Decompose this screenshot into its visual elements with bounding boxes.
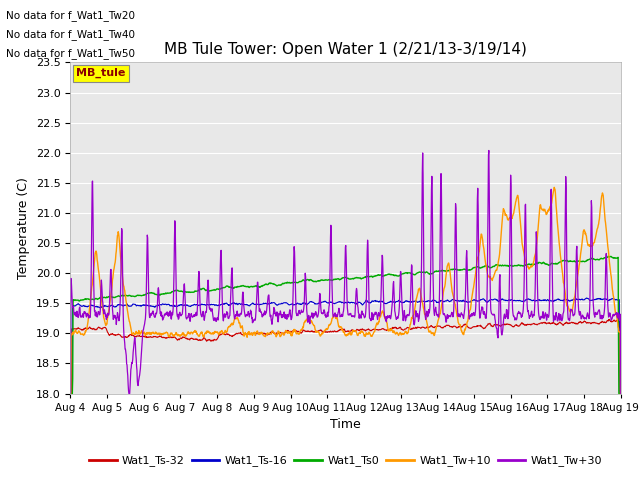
Wat1_Tw+30 bbox=[504, 307, 511, 313]
Wat1_Tw+10 bbox=[189, 330, 196, 336]
Wat1_Ts-16 bbox=[431, 298, 439, 303]
Wat1_Ts-32 bbox=[431, 324, 439, 329]
Wat1_Tw+10 bbox=[550, 184, 558, 190]
Wat1_Ts0 bbox=[189, 289, 196, 295]
Wat1_Ts-16 bbox=[552, 298, 559, 303]
Wat1_Tw+10 bbox=[503, 213, 511, 219]
Wat1_Ts-16 bbox=[617, 391, 625, 396]
Wat1_Ts-32 bbox=[552, 322, 559, 327]
Wat1_Tw+30 bbox=[175, 311, 183, 316]
Line: Wat1_Ts0: Wat1_Ts0 bbox=[70, 256, 621, 394]
Wat1_Ts-16 bbox=[503, 298, 511, 303]
Line: Wat1_Ts-16: Wat1_Ts-16 bbox=[70, 298, 621, 394]
Wat1_Ts0 bbox=[175, 288, 183, 294]
Wat1_Tw+30 bbox=[552, 312, 559, 317]
Title: MB Tule Tower: Open Water 1 (2/21/13-3/19/14): MB Tule Tower: Open Water 1 (2/21/13-3/1… bbox=[164, 42, 527, 57]
Text: No data for f_Wat1_Tw50: No data for f_Wat1_Tw50 bbox=[6, 48, 136, 59]
Wat1_Tw+30 bbox=[485, 147, 493, 153]
Line: Wat1_Ts-32: Wat1_Ts-32 bbox=[70, 319, 621, 394]
Wat1_Ts0 bbox=[67, 391, 74, 396]
Line: Wat1_Tw+10: Wat1_Tw+10 bbox=[70, 187, 621, 394]
Wat1_Tw+30 bbox=[250, 317, 258, 323]
Wat1_Ts0 bbox=[604, 253, 612, 259]
Wat1_Tw+10 bbox=[67, 391, 74, 396]
Wat1_Ts0 bbox=[250, 284, 258, 289]
X-axis label: Time: Time bbox=[330, 418, 361, 431]
Line: Wat1_Tw+30: Wat1_Tw+30 bbox=[70, 150, 621, 394]
Wat1_Ts-16 bbox=[67, 391, 74, 396]
Legend: Wat1_Ts-32, Wat1_Ts-16, Wat1_Ts0, Wat1_Tw+10, Wat1_Tw+30: Wat1_Ts-32, Wat1_Ts-16, Wat1_Ts0, Wat1_T… bbox=[84, 451, 607, 471]
Wat1_Ts-32 bbox=[189, 336, 196, 341]
Text: MB_tule: MB_tule bbox=[76, 68, 125, 78]
Wat1_Ts0 bbox=[617, 391, 625, 396]
Wat1_Ts-32 bbox=[605, 316, 613, 322]
Wat1_Tw+10 bbox=[431, 330, 439, 336]
Wat1_Ts-32 bbox=[250, 330, 258, 336]
Wat1_Tw+10 bbox=[250, 329, 258, 335]
Wat1_Tw+30 bbox=[189, 314, 196, 320]
Wat1_Ts0 bbox=[552, 261, 559, 267]
Text: No data for f_Wat1_Tw20: No data for f_Wat1_Tw20 bbox=[6, 10, 136, 21]
Wat1_Ts0 bbox=[431, 268, 439, 274]
Wat1_Tw+10 bbox=[552, 197, 559, 203]
Y-axis label: Temperature (C): Temperature (C) bbox=[17, 177, 30, 279]
Wat1_Ts-16 bbox=[250, 301, 258, 307]
Wat1_Tw+30 bbox=[67, 391, 74, 396]
Wat1_Ts-16 bbox=[582, 295, 590, 301]
Wat1_Ts-16 bbox=[189, 302, 196, 308]
Wat1_Ts-32 bbox=[67, 391, 74, 396]
Wat1_Ts0 bbox=[503, 263, 511, 268]
Wat1_Tw+10 bbox=[175, 333, 183, 339]
Wat1_Tw+10 bbox=[617, 391, 625, 396]
Wat1_Ts-32 bbox=[503, 321, 511, 327]
Text: No data for f_Wat1_Tw40: No data for f_Wat1_Tw40 bbox=[6, 29, 136, 40]
Wat1_Ts-16 bbox=[175, 302, 183, 308]
Wat1_Tw+30 bbox=[617, 391, 625, 396]
Wat1_Ts-32 bbox=[175, 337, 183, 343]
Wat1_Tw+30 bbox=[431, 308, 439, 314]
Wat1_Ts-32 bbox=[617, 391, 625, 396]
